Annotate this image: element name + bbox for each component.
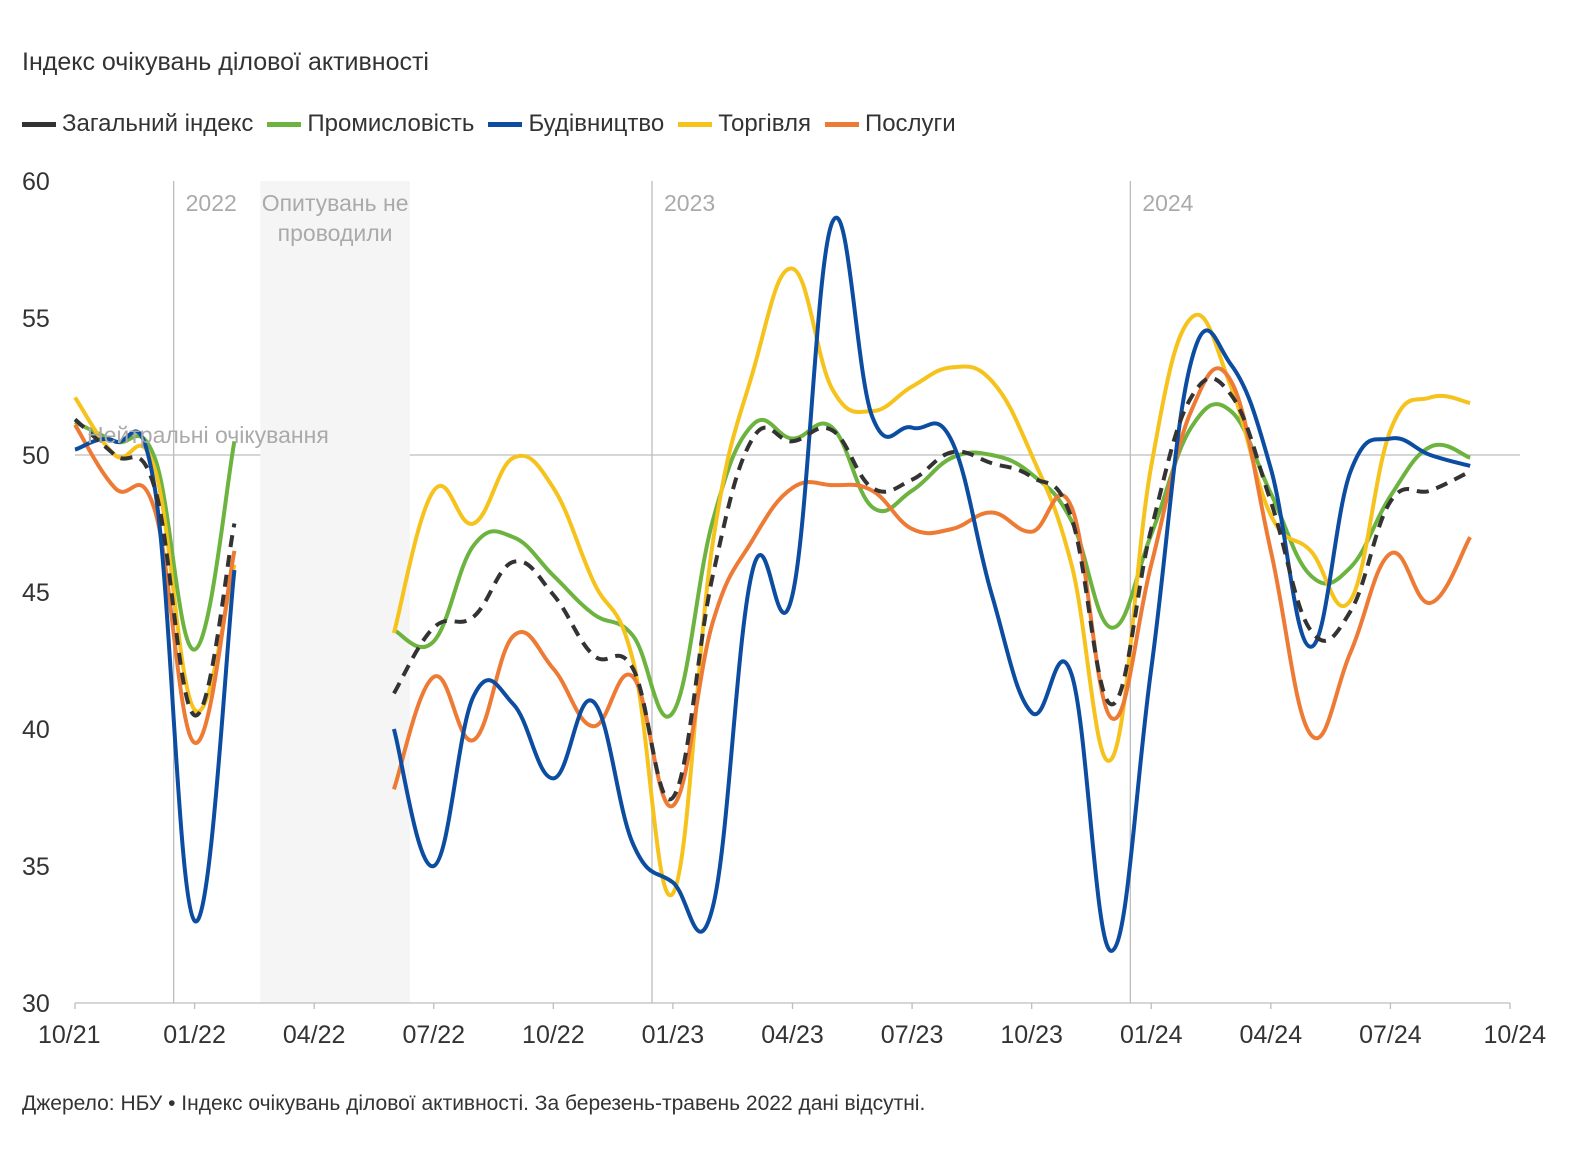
legend: Загальний індекс Промисловість Будівництво…	[22, 110, 970, 138]
series-line-1-segment-0	[74, 420, 237, 652]
x-tick-label-2: 04/22	[283, 1021, 346, 1049]
legend-label-4: Послуги	[864, 110, 956, 137]
legend-swatch-3	[678, 121, 713, 127]
legend-swatch-1	[267, 121, 302, 127]
year-label-2024: 2024	[1142, 190, 1193, 216]
no-survey-label-line2: проводили	[278, 220, 393, 246]
x-tick-label-1: 01/22	[163, 1021, 226, 1049]
series-line-0-segment-1	[392, 376, 1472, 802]
axis-layer: 30 35 40 45 50 55 60 10/21 01/22 04/22 07/22 10/22 0…	[22, 168, 1546, 1049]
legend-swatch-4	[824, 121, 859, 127]
no-survey-band	[260, 181, 410, 1003]
y-tick-60: 60	[22, 168, 50, 196]
y-tick-30: 30	[22, 990, 50, 1018]
year-label-2022: 2022	[186, 190, 237, 216]
series-line-0-segment-0	[73, 417, 237, 718]
x-tick-label-3: 07/22	[402, 1021, 465, 1049]
legend-item-4: Послуги	[824, 110, 956, 138]
legend-label-3: Торгівля	[718, 110, 811, 137]
legend-item-2: Будівництво	[488, 110, 664, 138]
no-survey-label-line1: Опитувань не	[262, 190, 409, 216]
series-layer	[73, 216, 1472, 953]
neutral-line-label: Нейтральні очікування	[87, 422, 329, 448]
gap-layer: Опитувань не проводили	[260, 181, 410, 1003]
series-line-4-segment-0	[73, 423, 237, 745]
y-tick-40: 40	[22, 716, 50, 744]
series-line-4-segment-1	[392, 366, 1472, 808]
legend-item-3: Торгівля	[678, 110, 811, 138]
y-tick-55: 55	[22, 305, 50, 333]
legend-label-2: Будівництво	[528, 110, 665, 137]
legend-label-0: Загальний індекс	[62, 110, 254, 137]
x-tick-label-9: 01/24	[1120, 1021, 1183, 1049]
source-footnote: Джерело: НБУ • Індекс очікувань ділової …	[22, 1092, 926, 1115]
x-tick-label-8: 10/23	[1000, 1021, 1063, 1049]
x-tick-label-6: 04/23	[761, 1021, 824, 1049]
series-line-2-segment-1	[391, 216, 1471, 953]
x-tick-label-12: 10/24	[1483, 1021, 1546, 1049]
legend-item-0: Загальний індекс	[22, 110, 253, 138]
legend-swatch-2	[488, 121, 523, 127]
legend-item-1: Промисловість	[267, 110, 474, 138]
x-tick-label-7: 07/23	[881, 1021, 944, 1049]
series-line-2-segment-0	[74, 429, 237, 923]
year-label-2023: 2023	[664, 190, 715, 216]
y-tick-45: 45	[22, 579, 50, 607]
legend-swatch-0	[22, 121, 56, 127]
x-tick-label-11: 07/24	[1359, 1021, 1422, 1049]
x-tick-label-0: 10/21	[38, 1021, 101, 1049]
series-line-3-segment-1	[391, 266, 1471, 898]
x-tick-label-4: 10/22	[522, 1021, 585, 1049]
chart-plot: 2022 2023 2024 Опитувань не проводили 30 35 4…	[22, 168, 1546, 1049]
x-tick-label-5: 01/23	[642, 1021, 705, 1049]
series-line-3-segment-0	[73, 396, 237, 714]
y-tick-35: 35	[22, 853, 50, 881]
chart-title: Індекс очікувань ділової активності	[22, 48, 429, 76]
legend-label-1: Промисловість	[307, 110, 475, 137]
y-tick-50: 50	[22, 442, 50, 470]
x-tick-label-10: 04/24	[1240, 1021, 1303, 1049]
